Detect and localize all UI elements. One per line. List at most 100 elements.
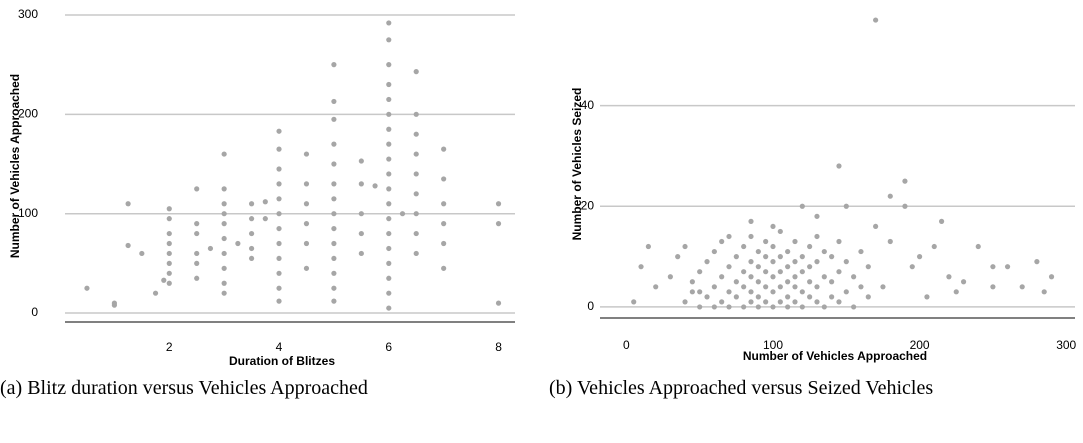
point [276, 146, 282, 152]
point [807, 294, 813, 300]
y-tick-label: 0 [31, 305, 38, 319]
point [303, 265, 310, 271]
point [675, 254, 681, 260]
x-tick-label: 8 [495, 340, 502, 354]
point [276, 211, 282, 217]
point [386, 216, 392, 222]
point [851, 274, 857, 280]
point [276, 128, 282, 134]
point [770, 223, 776, 230]
point [667, 274, 673, 280]
point [358, 181, 364, 187]
point [276, 166, 282, 172]
point [495, 201, 502, 207]
point [821, 248, 827, 255]
point [763, 284, 769, 290]
point [763, 254, 769, 260]
point [799, 289, 805, 295]
point [733, 254, 739, 260]
point [807, 264, 813, 270]
point [248, 201, 255, 207]
point [799, 203, 805, 209]
point [495, 221, 502, 227]
y-tick-label: 20 [581, 198, 595, 212]
point [946, 274, 952, 280]
point [748, 299, 754, 305]
point [843, 259, 849, 265]
y-tick-label: 200 [18, 107, 38, 121]
point [221, 221, 227, 227]
x-axis-title: Duration of Blitzes [229, 354, 335, 368]
point [386, 62, 392, 68]
point [441, 146, 447, 152]
point [221, 250, 227, 257]
point [221, 211, 227, 217]
point [303, 151, 310, 157]
point [902, 203, 908, 209]
point [807, 279, 813, 285]
point [807, 243, 813, 250]
point [221, 290, 227, 296]
point [166, 280, 172, 286]
point [331, 255, 337, 262]
point [248, 230, 255, 237]
point [792, 259, 798, 265]
point [645, 243, 651, 250]
y-axis-title: Number of Vehicles Approached [8, 74, 22, 258]
point [111, 300, 117, 306]
point [413, 191, 419, 197]
point [194, 221, 200, 227]
point [161, 277, 167, 283]
point [413, 131, 419, 137]
point [125, 201, 131, 207]
point [631, 299, 637, 305]
point [777, 299, 783, 305]
point [276, 240, 282, 247]
point [276, 181, 282, 187]
point [785, 294, 791, 300]
point [821, 304, 827, 310]
point [711, 304, 717, 310]
point [726, 233, 732, 240]
point [441, 240, 447, 247]
point [413, 211, 419, 217]
point [785, 264, 791, 270]
point [763, 299, 769, 305]
point [386, 37, 392, 43]
point [748, 274, 754, 280]
point [836, 299, 842, 305]
point [1034, 259, 1040, 265]
point [1041, 289, 1047, 295]
point [755, 264, 761, 270]
point [331, 211, 337, 217]
point [413, 250, 419, 257]
point [748, 259, 754, 265]
point [990, 284, 996, 290]
point [748, 218, 754, 224]
point [741, 284, 747, 290]
point [733, 279, 739, 285]
point [331, 270, 337, 276]
y-tick-label: 100 [18, 206, 38, 220]
point [777, 228, 783, 235]
point [386, 230, 392, 237]
point [748, 289, 754, 295]
point [726, 264, 732, 270]
point [1048, 274, 1055, 280]
point [166, 270, 172, 276]
point [221, 280, 227, 286]
point [902, 178, 908, 184]
point [221, 235, 227, 242]
y-tick-label: 40 [581, 98, 595, 112]
point [975, 243, 981, 250]
point [873, 223, 879, 230]
point [207, 245, 214, 252]
point [248, 255, 255, 262]
point [777, 284, 783, 290]
point [733, 294, 739, 300]
point [748, 233, 754, 240]
caption-a: (a) Blitz duration versus Vehicles Appro… [0, 377, 368, 399]
point [331, 298, 337, 304]
point [916, 254, 923, 260]
